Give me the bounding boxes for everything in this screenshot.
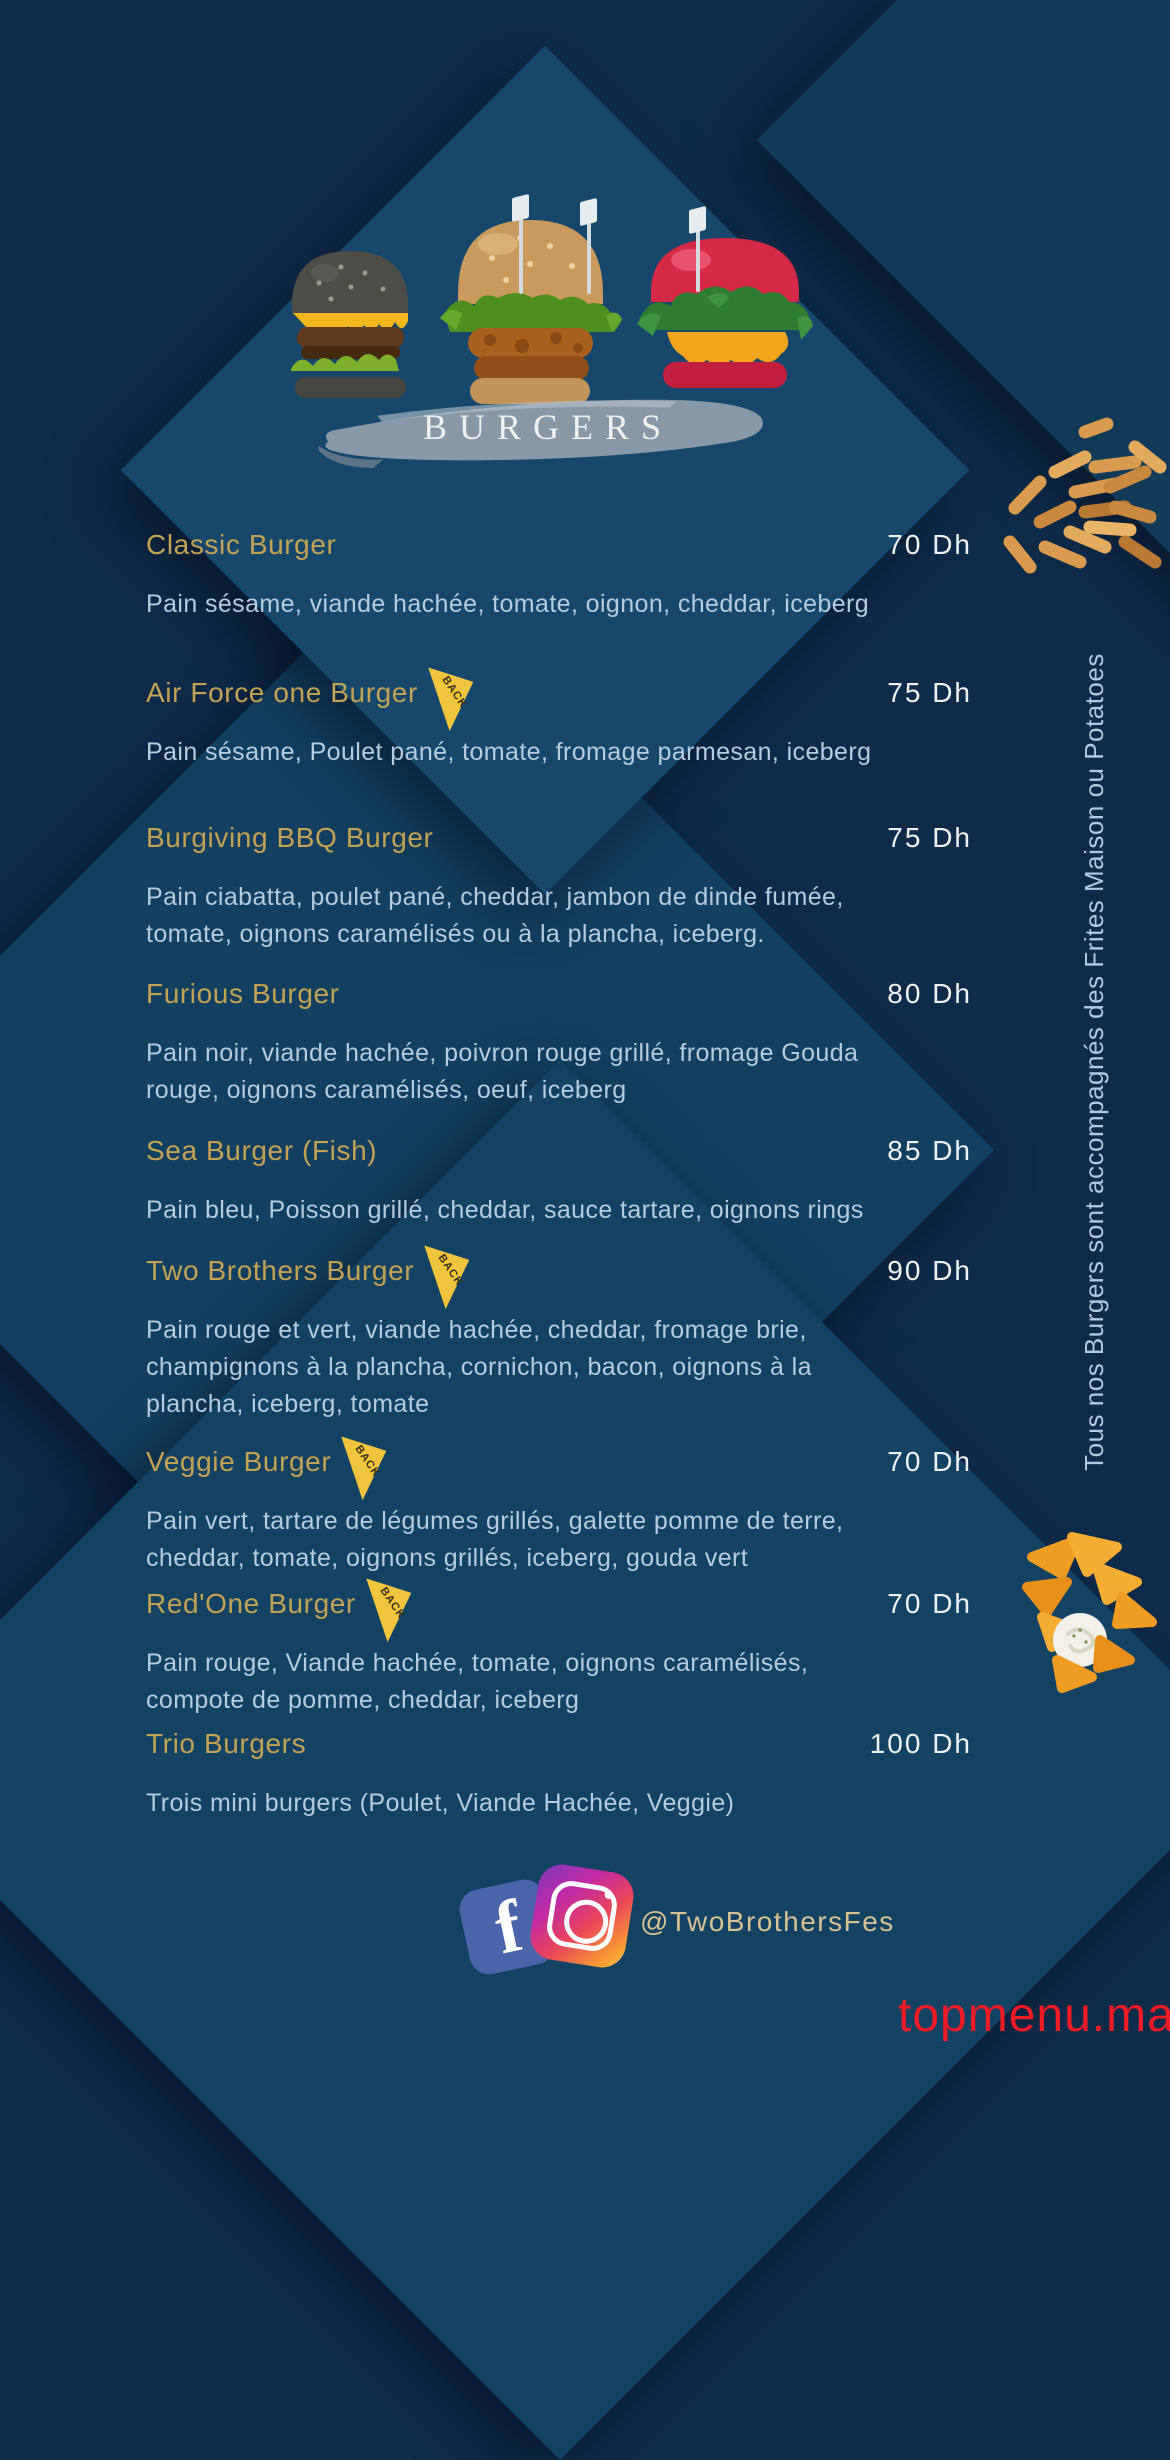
item-name: Air Force one Burger [146,677,418,708]
item-price: 70 Dh [887,1446,972,1477]
item-description: Pain sésame, Poulet pané, tomate, fromag… [146,738,872,766]
item-price: 90 Dh [887,1255,972,1286]
menu-items: Classic Burger 70 Dh Pain sésame, viande… [0,0,1170,2080]
item-price: 85 Dh [887,1135,972,1166]
menu-item-header: Two Brothers Burger BACK 90 Dh [146,1252,972,1291]
menu-item-header: Sea Burger (Fish) 85 Dh [146,1135,972,1171]
menu-item: Trio Burgers 100 Dh Trois mini burgers (… [146,1728,972,1822]
menu-item-header: Classic Burger 70 Dh [146,529,972,565]
red-bun-burger-photo [637,238,813,388]
item-name: Two Brothers Burger [146,1255,415,1286]
back-badge-label: BACK [435,1252,466,1289]
menu-item-header: Trio Burgers 100 Dh [146,1728,972,1764]
menu-item: Sea Burger (Fish) 85 Dh Pain bleu, Poiss… [146,1135,972,1229]
item-price: 70 Dh [887,1588,972,1619]
item-price: 70 Dh [887,529,972,560]
item-description: Pain rouge, Viande hachée, tomate, oigno… [146,1649,809,1714]
item-name: Veggie Burger [146,1446,332,1477]
item-name: Trio Burgers [146,1728,307,1759]
item-description: Pain bleu, Poisson grillé, cheddar, sauc… [146,1196,864,1224]
item-description: Pain rouge et vert, viande hachée, chedd… [146,1316,812,1418]
fries-image [1003,417,1167,574]
back-badge: BACK [337,1436,387,1501]
item-name: Classic Burger [146,529,337,560]
back-badge: BACK [424,667,474,732]
skewer-stick [519,212,523,294]
back-badge-label: BACK [352,1443,383,1480]
item-description: Pain noir, viande hachée, poivron rouge … [146,1039,859,1104]
item-name: Furious Burger [146,978,340,1009]
menu-item: Red'One Burger BACK 70 Dh Pain rouge, Via… [146,1585,972,1719]
menu-item: Two Brothers Burger BACK 90 Dh Pain rouge… [146,1252,972,1423]
classic-bun-burger-photo [440,220,622,404]
back-badge: BACK [420,1245,470,1310]
item-name: Burgiving BBQ Burger [146,822,434,853]
social-handle: @TwoBrothersFes [640,1906,895,1937]
menu-item: Burgiving BBQ Burger 75 Dh Pain ciabatta… [146,822,972,953]
menu-item-header: Burgiving BBQ Burger 75 Dh [146,822,972,858]
menu-item-header: Veggie Burger BACK 70 Dh [146,1443,972,1482]
menu-item: Air Force one Burger BACK 75 Dh Pain sésa… [146,674,972,771]
menu-item: Furious Burger 80 Dh Pain noir, viande h… [146,978,972,1109]
menu-item: Classic Burger 70 Dh Pain sésame, viande… [146,529,972,623]
item-description: Pain sésame, viande hachée, tomate, oign… [146,590,870,618]
menu-item: Veggie Burger BACK 70 Dh Pain vert, tarta… [146,1443,972,1577]
menu-item-header: Air Force one Burger BACK 75 Dh [146,674,972,713]
skewer-stick [587,216,591,294]
skewer-stick [696,224,700,292]
item-description: Pain ciabatta, poulet pané, cheddar, jam… [146,883,844,948]
menu-page: { "header": { "title": "BURGERS" }, "sid… [0,0,1170,2080]
menu-item-header: Furious Burger 80 Dh [146,978,972,1014]
menu-item-header: Red'One Burger BACK 70 Dh [146,1585,972,1624]
item-price: 80 Dh [887,978,972,1009]
watermark[interactable]: topmenu.ma [898,1989,1170,2042]
item-price: 75 Dh [887,677,972,708]
page-title: BURGERS [422,407,674,447]
brush-stroke [316,399,763,468]
item-name: Red'One Burger [146,1588,356,1619]
back-badge-label: BACK [377,1585,408,1622]
back-badge: BACK [362,1578,412,1643]
item-price: 75 Dh [887,822,972,853]
black-bun-burger-photo [291,251,408,398]
item-description: Pain vert, tartare de légumes grillés, g… [146,1507,844,1572]
item-name: Sea Burger (Fish) [146,1135,378,1166]
back-badge-label: BACK [439,674,470,711]
item-price: 100 Dh [869,1728,972,1759]
item-description: Trois mini burgers (Poulet, Viande Haché… [146,1789,735,1817]
potato-wedges-image [1022,1532,1157,1693]
